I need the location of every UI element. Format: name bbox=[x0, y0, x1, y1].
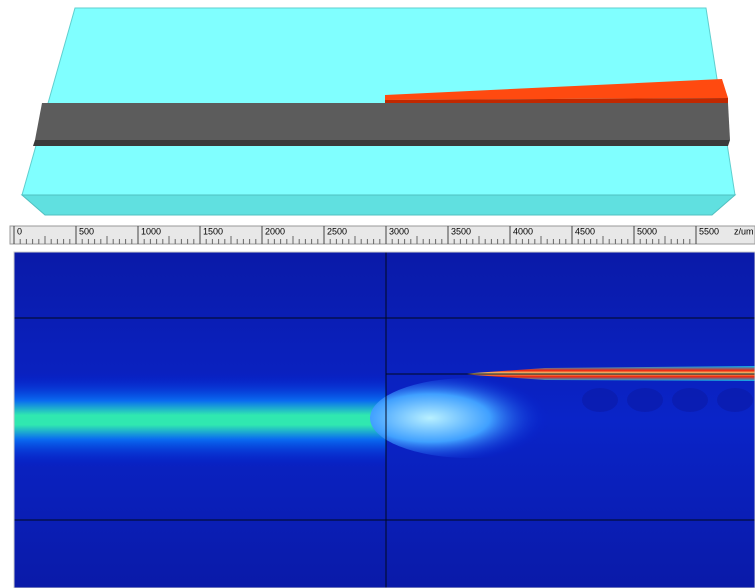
ruler-label: 1500 bbox=[203, 226, 223, 236]
substrate-front bbox=[22, 195, 735, 215]
ruler: z/um 0 500 1000 1500 2000 2500 3000 3500 4000 450… bbox=[10, 226, 755, 244]
field-plot bbox=[14, 252, 755, 588]
waveguide-top bbox=[35, 103, 730, 140]
ruler-label: 5000 bbox=[637, 226, 657, 236]
ruler-label: 4000 bbox=[513, 226, 533, 236]
ruler-label: 1000 bbox=[141, 226, 161, 236]
ruler-label: 2500 bbox=[327, 226, 347, 236]
ruler-unit: z/um bbox=[734, 226, 754, 236]
waveguide-front bbox=[33, 140, 730, 146]
ruler-label: 4500 bbox=[575, 226, 595, 236]
ruler-label: 2000 bbox=[265, 226, 285, 236]
ruler-label: 500 bbox=[79, 226, 94, 236]
ruler-label: 5500 bbox=[699, 226, 719, 236]
simulation-view: z/um 0 500 1000 1500 2000 2500 3000 3500 4000 450… bbox=[0, 0, 755, 588]
structure-3d bbox=[22, 8, 735, 215]
ruler-label: 3000 bbox=[389, 226, 409, 236]
input-mode bbox=[14, 372, 386, 468]
ruler-label: 3500 bbox=[451, 226, 471, 236]
radiating-field bbox=[370, 378, 570, 458]
ruler-label: 0 bbox=[17, 226, 22, 236]
